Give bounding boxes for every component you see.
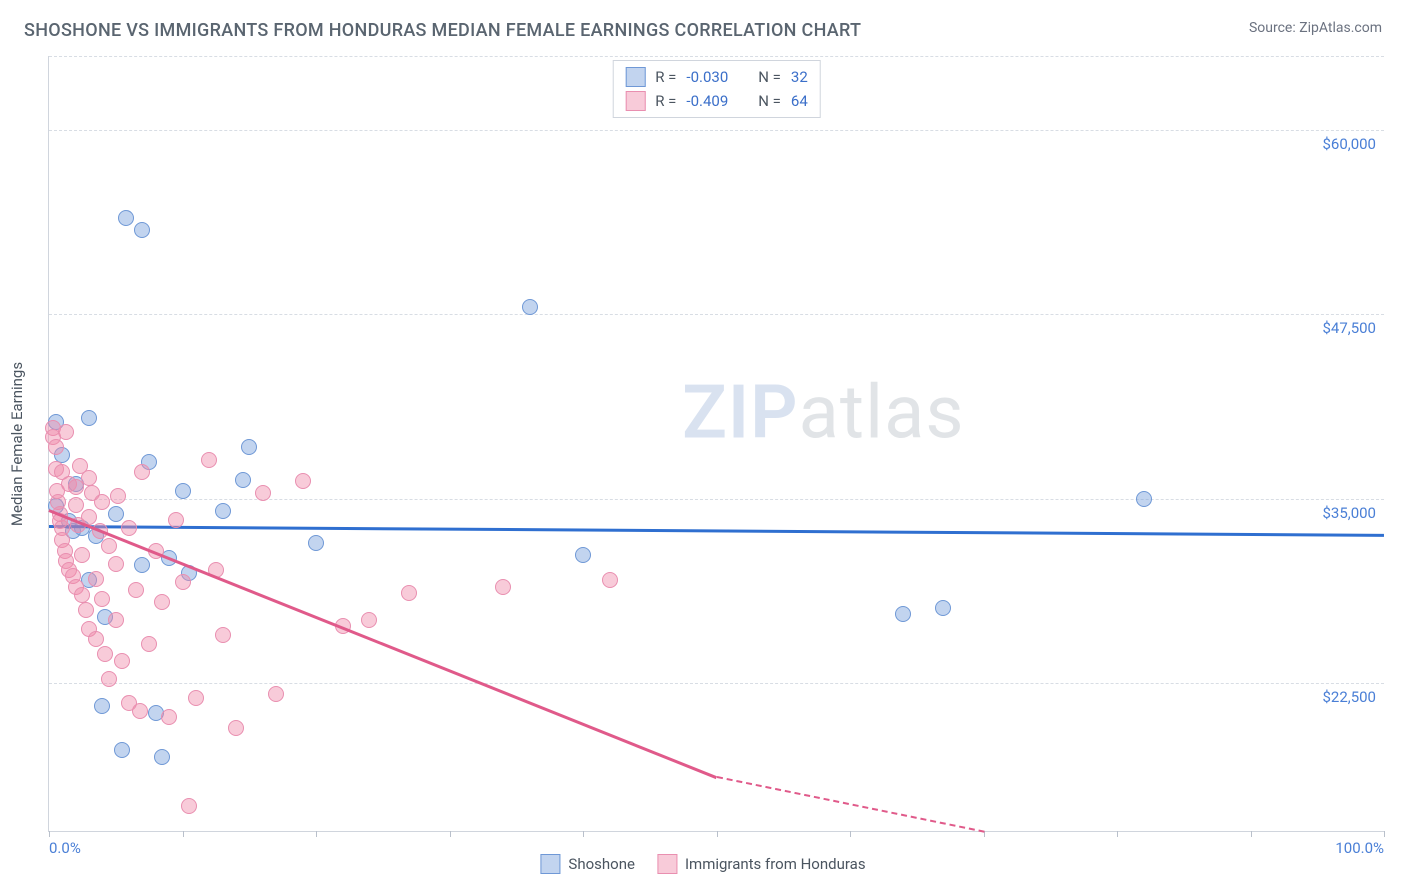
x-tick-mark xyxy=(850,831,851,837)
data-point xyxy=(94,591,110,607)
data-point xyxy=(308,535,324,551)
trend-line xyxy=(716,776,983,833)
data-point xyxy=(132,703,148,719)
x-tick-mark xyxy=(583,831,584,837)
data-point xyxy=(118,210,134,226)
series-legend: Shoshone Immigrants from Honduras xyxy=(540,854,865,874)
gridline-h xyxy=(49,314,1384,315)
data-point xyxy=(215,627,231,643)
data-point xyxy=(81,410,97,426)
chart-title: SHOSHONE VS IMMIGRANTS FROM HONDURAS MED… xyxy=(24,20,861,41)
x-tick-mark xyxy=(316,831,317,837)
y-tick-label: $22,500 xyxy=(1322,688,1376,706)
data-point xyxy=(188,690,204,706)
data-point xyxy=(154,749,170,765)
data-point xyxy=(97,646,113,662)
chart-container: Median Female Earnings R = -0.030 N = 32… xyxy=(48,56,1384,832)
swatch-shoshone xyxy=(540,854,560,874)
y-tick-label: $47,500 xyxy=(1322,319,1376,337)
data-point xyxy=(268,686,284,702)
data-point xyxy=(154,594,170,610)
data-point xyxy=(228,720,244,736)
data-point xyxy=(74,587,90,603)
data-point xyxy=(108,506,124,522)
data-point xyxy=(128,582,144,598)
data-point xyxy=(255,485,271,501)
data-point xyxy=(295,473,311,489)
legend-row-honduras: R = -0.409 N = 64 xyxy=(625,89,808,113)
data-point xyxy=(94,698,110,714)
data-point xyxy=(114,742,130,758)
gridline-h xyxy=(49,683,1384,684)
x-tick-label: 100.0% xyxy=(1335,839,1384,857)
plot-area: Median Female Earnings R = -0.030 N = 32… xyxy=(48,56,1384,832)
x-tick-mark xyxy=(450,831,451,837)
data-point xyxy=(935,600,951,616)
data-point xyxy=(78,602,94,618)
data-point xyxy=(575,547,591,563)
y-axis-title: Median Female Earnings xyxy=(8,361,26,525)
data-point xyxy=(101,671,117,687)
x-tick-mark xyxy=(1117,831,1118,837)
gridline-h xyxy=(49,56,1384,57)
data-point xyxy=(1136,491,1152,507)
x-tick-label: 0.0% xyxy=(49,839,81,857)
data-point xyxy=(215,503,231,519)
x-tick-mark xyxy=(1251,831,1252,837)
data-point xyxy=(48,439,64,455)
data-point xyxy=(121,520,137,536)
data-point xyxy=(74,547,90,563)
x-tick-mark xyxy=(717,831,718,837)
data-point xyxy=(181,798,197,814)
data-point xyxy=(401,585,417,601)
trend-line xyxy=(49,525,1384,536)
data-point xyxy=(134,222,150,238)
data-point xyxy=(495,579,511,595)
correlation-legend: R = -0.030 N = 32 R = -0.409 N = 64 xyxy=(612,60,821,118)
data-point xyxy=(110,488,126,504)
data-point xyxy=(88,631,104,647)
data-point xyxy=(235,472,251,488)
swatch-shoshone xyxy=(625,67,645,87)
legend-item-honduras: Immigrants from Honduras xyxy=(657,854,866,874)
data-point xyxy=(58,424,74,440)
data-point xyxy=(161,709,177,725)
y-tick-label: $60,000 xyxy=(1322,135,1376,153)
data-point xyxy=(361,612,377,628)
legend-row-shoshone: R = -0.030 N = 32 xyxy=(625,65,808,89)
x-tick-mark xyxy=(1384,831,1385,837)
swatch-honduras xyxy=(657,854,677,874)
data-point xyxy=(522,299,538,315)
data-point xyxy=(141,636,157,652)
data-point xyxy=(175,574,191,590)
data-point xyxy=(81,470,97,486)
data-point xyxy=(175,483,191,499)
data-point xyxy=(114,653,130,669)
data-point xyxy=(241,439,257,455)
data-point xyxy=(108,612,124,628)
data-point xyxy=(68,497,84,513)
data-point xyxy=(88,571,104,587)
x-tick-mark xyxy=(183,831,184,837)
gridline-h xyxy=(49,130,1384,131)
data-point xyxy=(168,512,184,528)
swatch-honduras xyxy=(625,91,645,111)
data-point xyxy=(101,538,117,554)
data-point xyxy=(134,557,150,573)
data-point xyxy=(94,494,110,510)
watermark: ZIPatlas xyxy=(682,369,964,456)
data-point xyxy=(895,606,911,622)
data-point xyxy=(602,572,618,588)
legend-item-shoshone: Shoshone xyxy=(540,854,635,874)
data-point xyxy=(134,464,150,480)
y-tick-label: $35,000 xyxy=(1322,504,1376,522)
data-point xyxy=(108,556,124,572)
data-point xyxy=(201,452,217,468)
gridline-h xyxy=(49,499,1384,500)
source-label: Source: ZipAtlas.com xyxy=(1249,20,1382,36)
x-tick-mark xyxy=(49,831,50,837)
